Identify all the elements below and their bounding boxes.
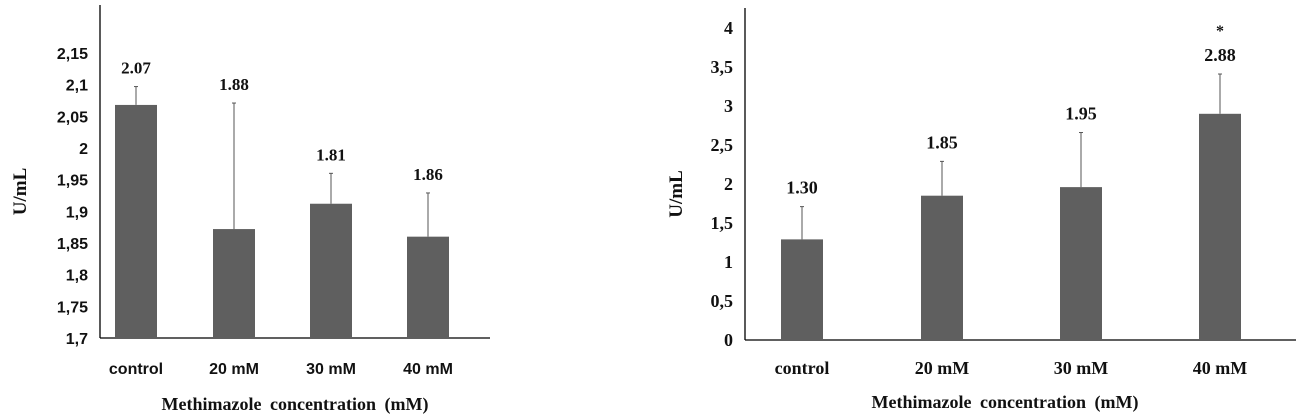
y-tick-label: 1,7 [66, 331, 88, 348]
y-tick-label: 1,95 [57, 173, 88, 190]
y-tick-label: 2,5 [711, 135, 734, 155]
y-axis-label: U/mL [10, 168, 31, 216]
bar-4 [407, 236, 449, 338]
data-label: 1.85 [926, 132, 958, 152]
y-tick-label: 2,05 [57, 109, 88, 126]
y-tick-label: 2,1 [66, 78, 88, 95]
y-tick-label: 1,8 [66, 268, 88, 285]
bar-3 [1060, 187, 1102, 340]
data-label: 2.07 [121, 59, 151, 78]
chart-1: 1,7 1,75 1,8 1,85 1,9 1,95 2 2,05 2,1 2,15 2.07 con… [10, 5, 490, 415]
data-label: 1.81 [316, 145, 346, 164]
data-label: 1.86 [413, 165, 443, 184]
bar-1 [115, 104, 157, 338]
significance-marker: * [1216, 23, 1224, 40]
y-tick-label: 4 [724, 18, 733, 38]
y-tick-label: 2 [724, 174, 733, 194]
x-tick-label: 40 mM [1193, 358, 1247, 378]
x-tick-label: 20 mM [209, 361, 259, 378]
x-tick-label: 30 mM [306, 361, 356, 378]
y-tick-label: 0,5 [711, 291, 734, 311]
data-label: 1.95 [1065, 104, 1097, 124]
y-tick-label: 3,5 [711, 57, 734, 77]
data-label: 1.30 [786, 178, 818, 198]
bar-1 [781, 239, 823, 340]
y-tick-label: 1,75 [57, 299, 88, 316]
y-tick-label: 2,15 [57, 46, 88, 63]
y-tick-label: 1,5 [711, 213, 734, 233]
y-tick-label: 0 [724, 330, 733, 350]
x-tick-label: 20 mM [915, 358, 969, 378]
y-tick-label: 1,85 [57, 236, 88, 253]
chart-2: 0 0,5 1 1,5 2 2,5 3 3,5 4 1.30 control 1.85 20 mM 1.9… [666, 8, 1296, 413]
x-tick-label: control [775, 358, 830, 378]
y-tick-label: 1,9 [66, 204, 88, 221]
x-axis-label: Methimazole concentration (mM) [162, 394, 429, 415]
x-axis-label: Methimazole concentration (mM) [872, 392, 1139, 413]
bar-2 [213, 229, 255, 338]
y-tick-label: 3 [724, 96, 733, 116]
y-axis-label: U/mL [666, 170, 687, 218]
x-tick-label: 40 mM [403, 361, 453, 378]
data-label: 2.88 [1204, 45, 1236, 65]
x-tick-label: 30 mM [1054, 358, 1108, 378]
y-tick-label: 2 [79, 141, 88, 158]
y-tick-label: 1 [724, 252, 733, 272]
data-label: 1.88 [219, 75, 249, 94]
bar-3 [310, 203, 352, 338]
bar-2 [921, 195, 963, 340]
bar-4 [1199, 113, 1241, 340]
x-tick-label: control [109, 361, 163, 378]
